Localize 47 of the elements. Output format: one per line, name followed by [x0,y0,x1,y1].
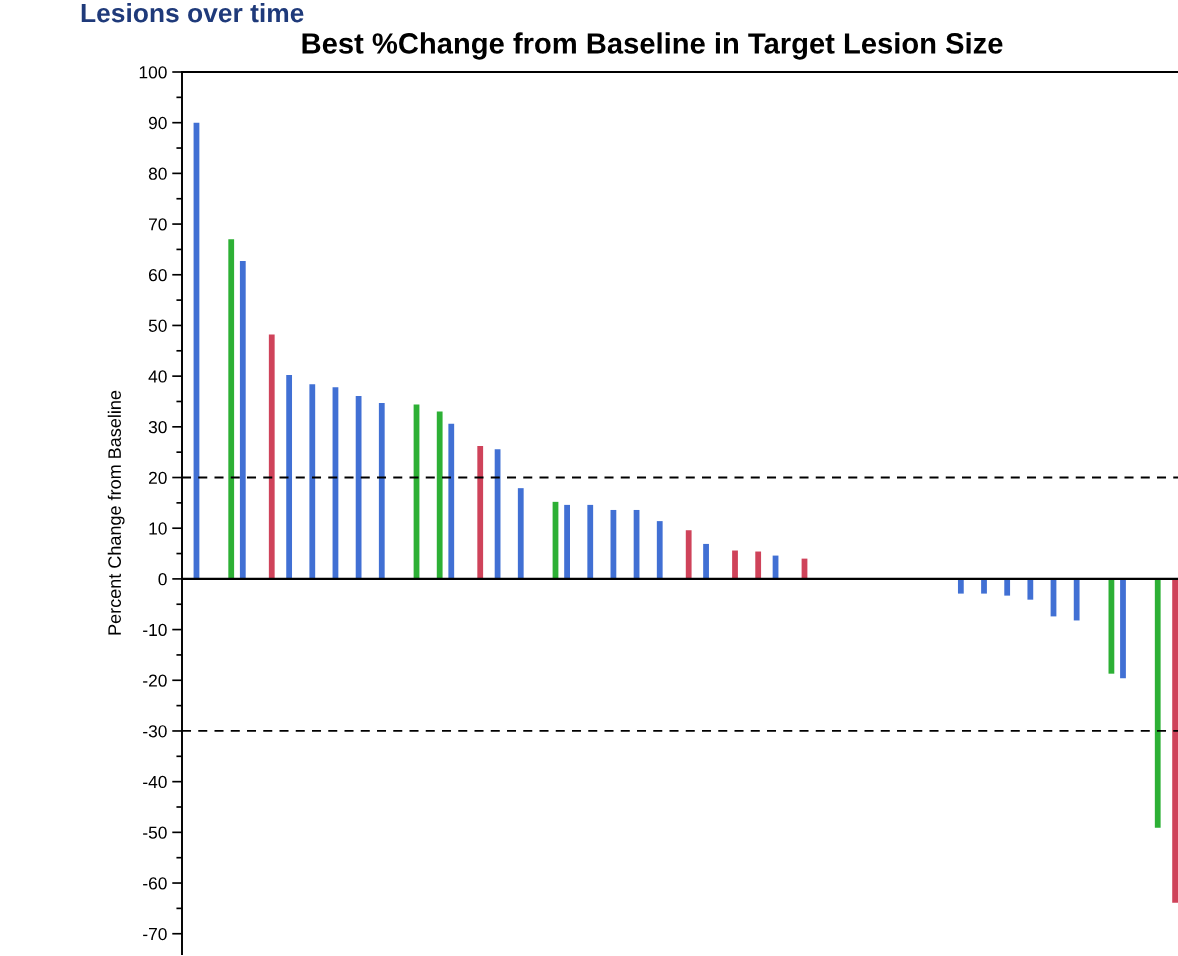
bar [1073,578,1080,621]
bar [1154,578,1161,828]
bar [981,578,987,594]
bar [755,551,762,579]
bar [448,423,455,579]
y-tick-label: 90 [148,116,167,130]
y-tick-label: 0 [158,573,167,586]
y-tick-label: 30 [148,421,167,434]
bar [228,239,235,579]
bar [355,395,362,579]
bar [1172,578,1178,903]
y-tick-label: -20 [143,674,167,687]
y-tick-label: -10 [143,623,167,637]
bar [517,488,524,579]
chart-subtitle: Best %Change from Baseline in Target Lesion Size [302,32,1003,60]
bar [685,530,692,579]
y-tick-label: 50 [148,319,167,332]
bar [309,384,316,579]
y-tick-label: 20 [148,471,167,484]
bar [1120,578,1126,679]
y-tick-label: -60 [143,877,167,890]
y-tick-label: 80 [148,167,167,180]
bar [286,375,293,579]
bar [1004,578,1011,596]
y-tick-label: 100 [139,66,167,79]
bar [477,446,484,579]
bar [587,504,594,579]
y-tick-label: -30 [143,725,167,738]
bar [436,411,443,579]
bar [564,504,570,579]
bar [703,543,709,579]
bar [268,334,275,579]
bar [378,403,385,579]
bar [957,578,964,594]
y-tick-label: 70 [149,218,167,231]
y-tick-label: -40 [143,775,167,789]
bar [732,550,738,579]
bar [1027,578,1034,600]
y-tick-label: 60 [148,268,167,282]
bar [239,261,246,579]
chart-title: Lesions over time [81,3,304,23]
y-tick-label: 40 [148,370,167,383]
y-tick-label: -50 [143,826,167,839]
y-tick-label: 10 [149,522,167,535]
bar [656,521,663,579]
y-axis-title: Percent Change from Baseline [107,390,125,635]
y-tick-label: -70 [143,927,167,941]
